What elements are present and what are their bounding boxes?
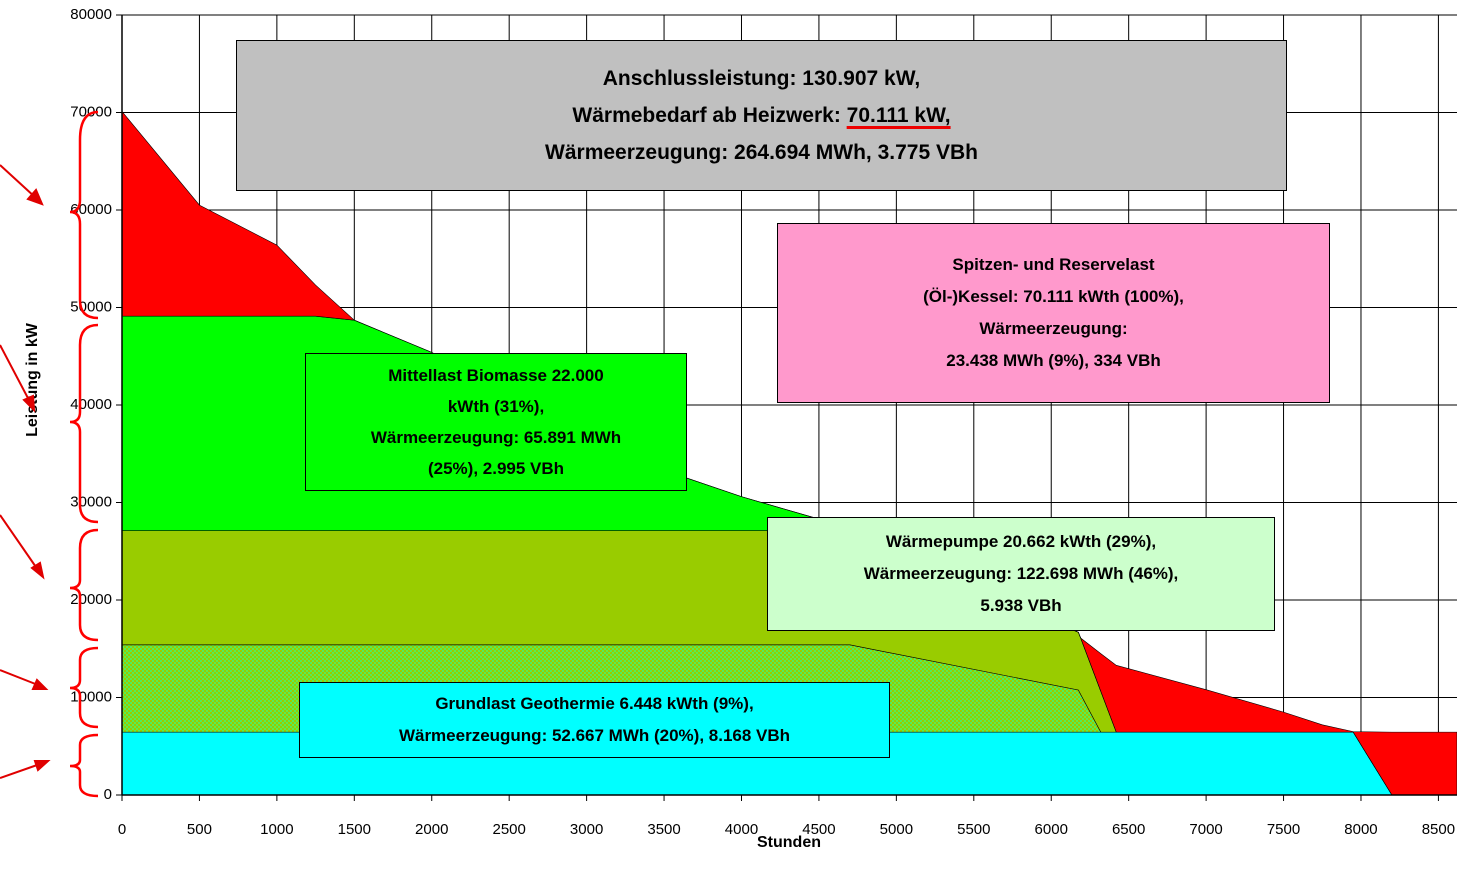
x-tick-label: 6500 [1112,821,1145,838]
annotation-box: Spitzen- und Reservelast (Öl-)Kessel: 70… [777,223,1330,403]
annotation-line: Wärmebedarf ab Heizwerk: 70.111 kW, [572,97,950,134]
annotation-line: (25%), 2.995 VBh [427,459,565,478]
annotation-line: Wärmeerzeugung: [979,319,1128,338]
x-tick-label: 6000 [1035,821,1068,838]
annotation-text: Wärmebedarf ab Heizwerk: [572,104,841,127]
x-tick-label: 7000 [1189,821,1222,838]
annotation-box: Mittellast Biomasse 22.000 kWth (31%), W… [305,353,687,491]
arrows [0,164,51,779]
annotation-line: Wärmepumpe 20.662 kWth (29%), [885,532,1157,551]
x-tick-label: 5000 [880,821,913,838]
x-tick-label: 5500 [957,821,990,838]
y-tick-label: 30000 [70,493,112,510]
x-tick-label: 1000 [260,821,293,838]
annotation-line: Mittellast Biomasse 22.000 [388,366,604,385]
x-axis-title: Stunden [757,834,821,851]
annotation-line: Wärmeerzeugung: 65.891 MWh [370,428,622,447]
x-tick-label: 4500 [802,821,835,838]
y-tick-label: 20000 [70,591,112,608]
x-tick-label: 500 [187,821,212,838]
y-tick-label: 60000 [70,201,112,218]
braces [69,110,99,798]
y-tick-label: 0 [104,786,112,803]
annotation-highlight: 70.111 kW, [846,104,951,127]
annotation-box: Grundlast Geothermie 6.448 kWth (9%), Wä… [299,682,890,758]
annotation-line: Spitzen- und Reservelast [952,255,1155,274]
annotation-line: Wärmeerzeugung: 264.694 MWh, 3.775 VBh [545,141,978,164]
y-axis-title: Leistung in kW [24,322,41,437]
annotation-line: Wärmeerzeugung: 122.698 MWh (46%), [863,564,1179,583]
y-tick-label: 10000 [70,688,112,705]
annotation-box: Anschlussleistung: 130.907 kW, Wärmebeda… [236,40,1287,191]
x-tick-label: 0 [118,821,126,838]
y-tick-label: 50000 [70,298,112,315]
x-tick-label: 2500 [492,821,525,838]
x-tick-label: 2000 [415,821,448,838]
x-tick-label: 8000 [1344,821,1377,838]
x-tick-label: 3500 [647,821,680,838]
y-tick-label: 40000 [70,396,112,413]
annotation-line: Wärmeerzeugung: 52.667 MWh (20%), 8.168 … [398,726,791,745]
x-tick-label: 1500 [338,821,371,838]
x-tick-label: 4000 [725,821,758,838]
annotation-line: 5.938 VBh [980,596,1062,615]
x-tick-label: 8500 [1422,821,1455,838]
annotation-line: kWth (31%), [447,397,545,416]
x-tick-label: 3000 [570,821,603,838]
annotation-box: Wärmepumpe 20.662 kWth (29%), Wärmeerzeu… [767,517,1275,631]
annotation-line: (Öl-)Kessel: 70.111 kWth (100%), [923,287,1184,306]
annotation-line: 23.438 MWh (9%), 334 VBh [946,351,1161,370]
x-tick-label: 7500 [1267,821,1300,838]
annotation-line: Anschlussleistung: 130.907 kW, [602,67,921,90]
y-tick-label: 80000 [70,6,112,23]
annotation-line: Grundlast Geothermie 6.448 kWth (9%), [435,694,754,713]
